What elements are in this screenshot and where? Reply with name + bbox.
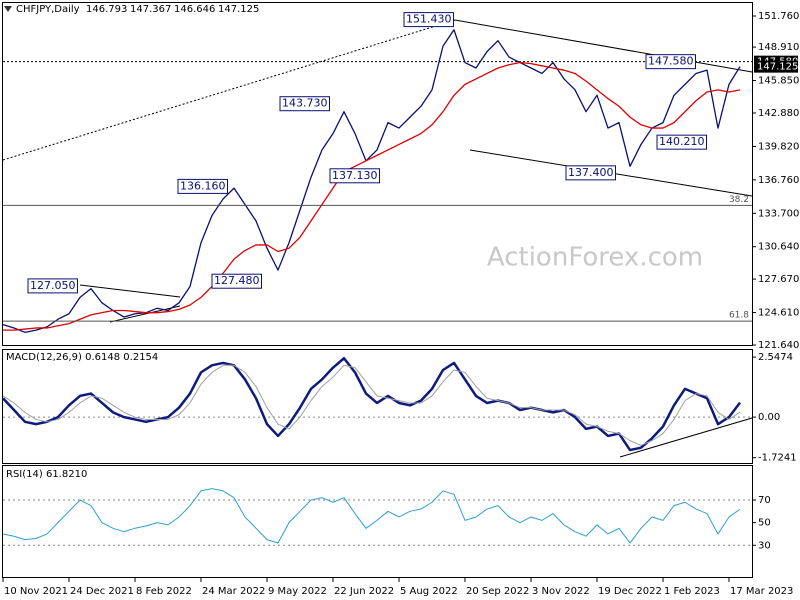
annotation-box: [329, 168, 380, 184]
price-panel: [2, 2, 753, 346]
ohlc-close: 147.125: [218, 4, 259, 15]
fib-label: 38.2: [729, 195, 749, 205]
price-label: 147.125: [757, 62, 798, 73]
y-tick-label: 127.670: [758, 274, 799, 285]
x-tick-label: 19 Dec 2022: [598, 586, 662, 597]
annotation-box: [177, 178, 228, 194]
y-tick-label: 30: [758, 540, 771, 551]
trendline: [454, 19, 753, 73]
x-tick-label: 3 Nov 2022: [532, 586, 590, 597]
x-tick-label: 22 Jun 2022: [334, 586, 394, 597]
x-tick-label: 8 Feb 2022: [136, 586, 192, 597]
rsi-panel: [2, 465, 753, 578]
symbol-icon: [4, 6, 12, 12]
ohlc-high: 147.367: [130, 4, 171, 15]
series-line: [2, 29, 741, 333]
series-line: [3, 61, 741, 331]
x-tick-label: 10 Nov 2021: [4, 586, 68, 597]
x-tick-label: 20 Sep 2022: [466, 586, 529, 597]
y-tick-label: 124.610: [758, 308, 799, 319]
trendline: [619, 417, 753, 458]
chart-title: CHFJPY,Daily: [16, 4, 80, 15]
macd-panel: [2, 349, 753, 464]
price-annotation: 143.730: [282, 97, 328, 110]
series-line: [2, 364, 741, 446]
price-annotation: 136.160: [180, 179, 226, 192]
fib-label: 61.8: [729, 311, 749, 321]
price-annotation: 137.130: [332, 169, 378, 182]
price-annotation: 127.480: [214, 274, 260, 287]
y-tick-label: 136.760: [758, 175, 799, 186]
price-annotation: 147.580: [648, 55, 694, 68]
annotation-box: [27, 278, 78, 294]
y-tick-label: -1.7241: [758, 453, 797, 464]
y-tick-label: 0.00: [758, 412, 780, 423]
price-annotation: 151.430: [406, 13, 452, 26]
x-tick-label: 17 Mar 2023: [730, 586, 793, 597]
y-tick-label: 151.760: [758, 11, 799, 22]
trendline: [2, 19, 456, 161]
watermark: ActionForex.com: [487, 243, 703, 273]
price-annotation: 137.400: [568, 166, 614, 179]
y-tick-label: 139.820: [758, 141, 799, 152]
y-tick-label: 130.640: [758, 242, 799, 253]
y-tick-label: 50: [758, 518, 771, 529]
annotation-box: [645, 54, 696, 70]
y-tick-label: 133.700: [758, 208, 799, 219]
ohlc-open: 146.793: [86, 4, 127, 15]
y-tick-label: 145.850: [758, 76, 799, 87]
x-tick-label: 24 Dec 2021: [70, 586, 134, 597]
price-annotation: 140.210: [659, 135, 705, 148]
y-tick-label: 2.5474: [758, 352, 793, 363]
price-label-box: [754, 60, 798, 73]
trendline: [79, 284, 181, 298]
annotation-box: [279, 96, 330, 112]
y-tick-label: 121.640: [758, 340, 799, 351]
series-line: [2, 356, 741, 452]
y-tick-label: 70: [758, 495, 771, 506]
ohlc-low: 146.646: [174, 4, 215, 15]
macd-title: MACD(12,26,9) 0.6148 0.2154: [6, 352, 158, 363]
y-tick-label: 148.910: [758, 42, 799, 53]
y-tick-label: 142.880: [758, 108, 799, 119]
trendline: [109, 305, 181, 323]
price-annotation: 127.050: [30, 279, 76, 292]
series-line: [2, 488, 741, 544]
x-tick-label: 24 Mar 2022: [202, 586, 265, 597]
annotation-box: [211, 273, 262, 289]
annotation-box: [565, 165, 616, 181]
rsi-title: RSI(14) 61.8210: [6, 469, 87, 480]
annotation-box: [656, 134, 707, 150]
x-tick-label: 9 May 2022: [268, 586, 327, 597]
annotation-box: [403, 12, 454, 28]
x-tick-label: 5 Aug 2022: [400, 586, 458, 597]
x-tick-label: 1 Feb 2023: [664, 586, 720, 597]
